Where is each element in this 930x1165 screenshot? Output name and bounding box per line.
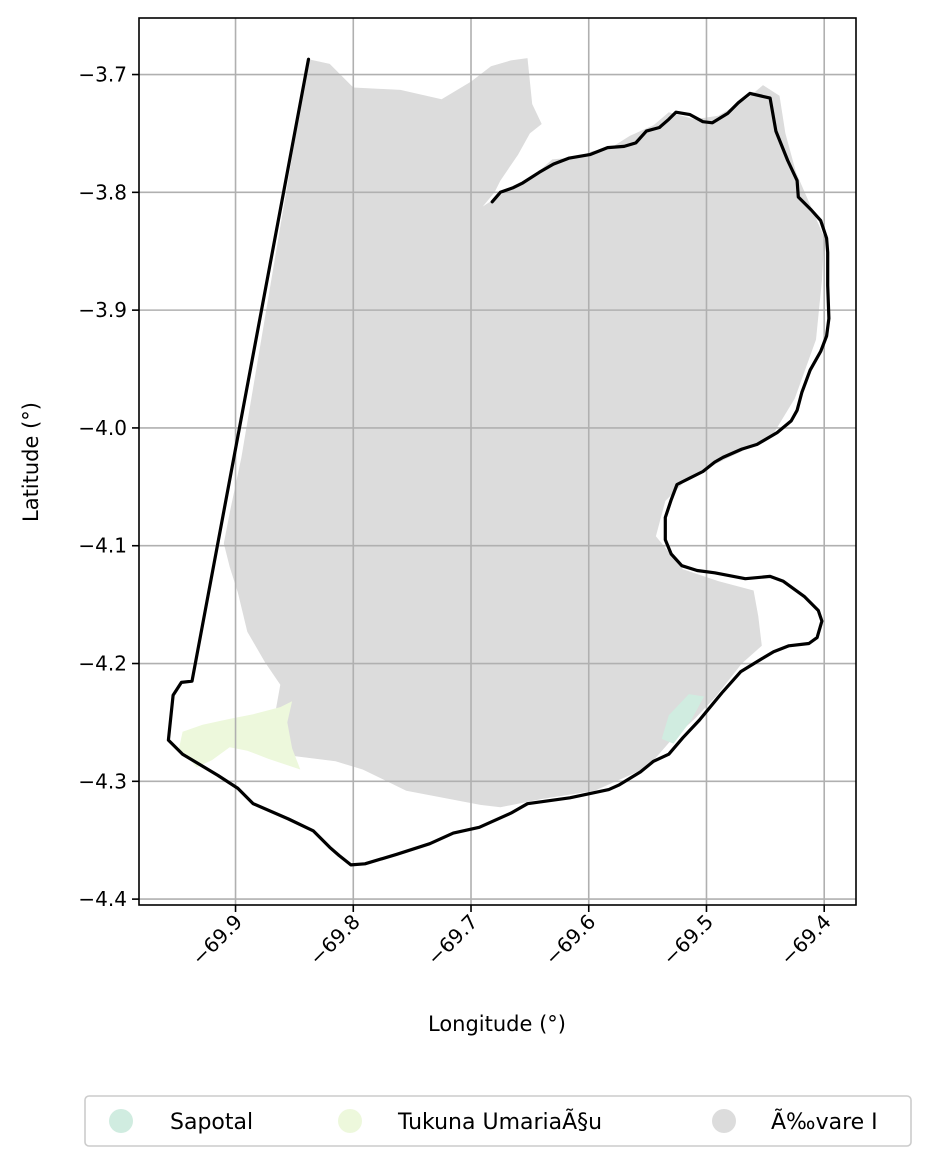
region-0 — [223, 58, 825, 808]
x-tick-label-0: −69.9 — [187, 910, 247, 970]
y-axis-label: Latitude (°) — [19, 402, 43, 522]
territory-outline — [166, 57, 831, 867]
legend-label-evare: Ã‰vare I — [771, 1108, 878, 1135]
y-tick-label-1: −3.8 — [78, 180, 127, 204]
regions-layer — [179, 58, 825, 808]
plot-frame — [138, 17, 857, 906]
y-tick-label-3: −4.0 — [78, 416, 127, 440]
x-tick-label-2: −69.7 — [422, 910, 482, 970]
y-tick-label-4: −4.1 — [78, 534, 127, 558]
x-tick-label-4: −69.5 — [658, 910, 718, 970]
legend-marker-sapotal — [109, 1109, 133, 1133]
legend-marker-tukuna — [338, 1109, 362, 1133]
x-axis-ticks: −69.9 −69.8 −69.7 −69.6 −69.5 −69.4 — [187, 905, 836, 970]
legend: Sapotal Tukuna UmariaÃ§u Ã‰vare I — [84, 1095, 912, 1147]
legend-label-sapotal: Sapotal — [170, 1110, 253, 1135]
legend-marker-evare — [712, 1109, 736, 1133]
y-tick-label-5: −4.2 — [78, 652, 127, 676]
y-tick-label-6: −4.3 — [78, 769, 127, 793]
region-2 — [661, 694, 705, 744]
region-1 — [179, 701, 301, 770]
x-tick-label-5: −69.4 — [775, 910, 835, 970]
x-tick-label-1: −69.8 — [304, 910, 364, 970]
y-tick-label-2: −3.9 — [78, 298, 127, 322]
legend-frame — [84, 1095, 912, 1147]
y-axis-ticks: −3.7 −3.8 −3.9 −4.0 −4.1 −4.2 −4.3 −4.4 — [78, 63, 139, 911]
x-axis-label: Longitude (°) — [428, 1012, 566, 1036]
y-tick-label-0: −3.7 — [78, 63, 127, 87]
y-tick-label-7: −4.4 — [78, 887, 127, 911]
legend-label-tukuna: Tukuna UmariaÃ§u — [397, 1108, 602, 1135]
x-tick-label-3: −69.6 — [540, 910, 600, 970]
boundary-layer — [166, 57, 831, 867]
gridlines — [139, 18, 856, 905]
